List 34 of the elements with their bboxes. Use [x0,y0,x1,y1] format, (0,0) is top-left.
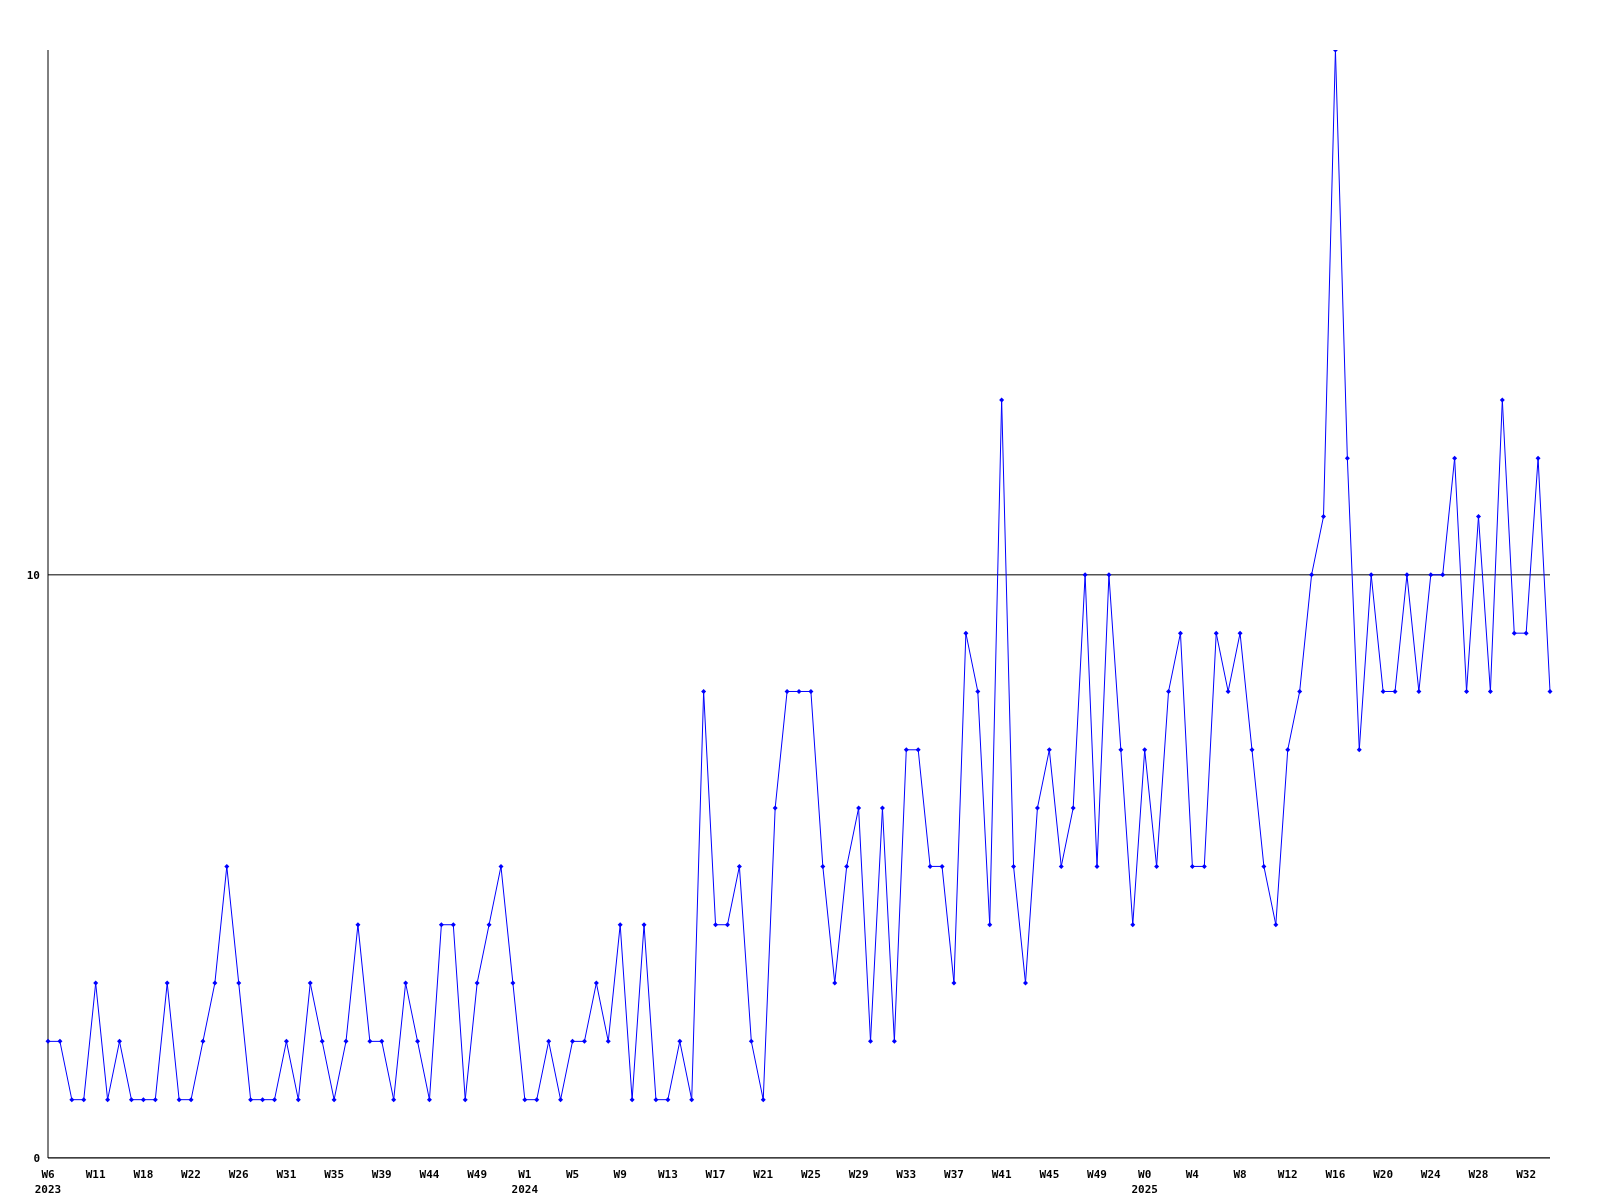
x-tick-label: W49 [467,1168,488,1181]
x-tick-label: W18 [133,1168,154,1181]
x-tick-label: W0 2025 [1131,1168,1158,1196]
y-tick-label: 10 [26,568,40,582]
x-tick-label: W29 [848,1168,869,1181]
x-tick-label: W49 [1087,1168,1107,1181]
x-tick-label: W37 [944,1168,964,1181]
x-tick-label: W11 [85,1168,106,1181]
x-tick-label: W39 [371,1168,392,1181]
x-tick-label: W32 [1516,1168,1537,1181]
x-tick-label: W4 [1185,1168,1200,1181]
x-tick-label: W9 [613,1168,627,1181]
x-tick-label: W5 [565,1168,580,1181]
x-tick-label: W1 2024 [511,1168,539,1196]
x-tick-label: W31 [276,1168,297,1181]
x-tick-label: W12 [1277,1168,1298,1181]
x-tick-label: W13 [657,1168,678,1181]
y-tick-label: 0 [33,1151,40,1165]
x-tick-label: W25 [800,1168,821,1181]
x-tick-label: W44 [419,1168,440,1181]
x-tick-label: W45 [1039,1168,1060,1181]
x-tick-label: W41 [991,1168,1012,1181]
x-tick-label: W16 [1325,1168,1346,1181]
x-tick-label: W26 [228,1168,250,1181]
x-tick-label: W21 [753,1168,774,1181]
x-tick-label: W28 [1468,1168,1489,1181]
x-tick-label: W6 2023 [34,1168,62,1196]
x-tick-label: W8 [1233,1168,1247,1181]
x-tick-label: W24 [1420,1168,1442,1181]
x-tick-label: W35 [324,1168,345,1181]
x-tick-label: W33 [896,1168,917,1181]
x-tick-label: W22 [181,1168,201,1181]
x-tick-label: W17 [705,1168,726,1181]
x-tick-label: W20 [1373,1168,1394,1181]
